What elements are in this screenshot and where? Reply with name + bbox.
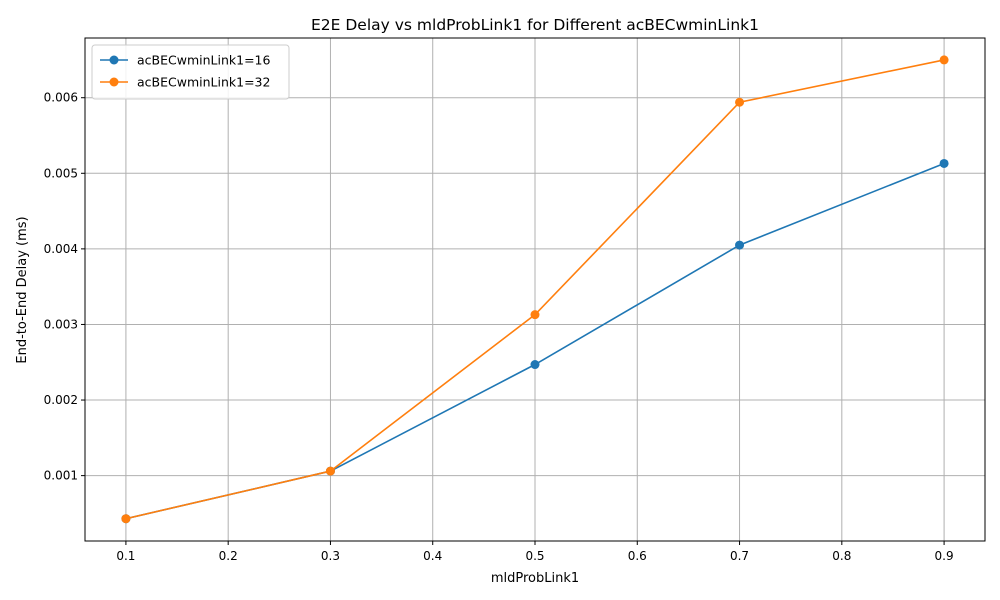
legend-box bbox=[91, 44, 290, 100]
y-tick-label: 0.004 bbox=[44, 242, 78, 256]
series-layer bbox=[121, 55, 949, 524]
y-axis-label: End-to-End Delay (ms) bbox=[15, 216, 30, 363]
x-tick-label: 0.9 bbox=[935, 549, 954, 563]
legend-item: acBECwminLink1=32 bbox=[100, 75, 270, 90]
y-tick-label: 0.005 bbox=[44, 166, 78, 180]
data-point bbox=[530, 360, 540, 370]
x-axis-label: mldProbLink1 bbox=[491, 571, 579, 586]
data-point bbox=[121, 514, 131, 524]
grid bbox=[85, 38, 985, 541]
legend-marker bbox=[109, 55, 119, 65]
x-tick-label: 0.7 bbox=[730, 549, 749, 563]
y-tick-label: 0.001 bbox=[44, 469, 78, 483]
data-point bbox=[735, 240, 745, 250]
x-tick-label: 0.1 bbox=[116, 549, 135, 563]
data-point bbox=[325, 466, 335, 476]
legend: acBECwminLink1=16 acBECwminLink1=32 bbox=[91, 44, 290, 100]
x-tick-label: 0.8 bbox=[832, 549, 851, 563]
x-tick-label: 0.4 bbox=[423, 549, 442, 563]
x-tick-label: 0.2 bbox=[219, 549, 238, 563]
x-tick-label: 0.3 bbox=[321, 549, 340, 563]
y-tick-label: 0.002 bbox=[44, 393, 78, 407]
data-point bbox=[939, 55, 949, 65]
plot-frame bbox=[84, 37, 986, 542]
legend-item: acBECwminLink1=16 bbox=[100, 53, 271, 68]
axes: 0.1 0.2 0.3 0.4 0.5 0.6 0.7 0.8 0.9 0.001 0.002 0.0… bbox=[44, 37, 986, 563]
series-2 bbox=[121, 55, 949, 524]
y-tick-label: 0.003 bbox=[44, 317, 78, 331]
x-tick-label: 0.6 bbox=[628, 549, 647, 563]
data-point bbox=[939, 158, 949, 168]
legend-marker bbox=[109, 77, 119, 87]
x-tick-label: 0.5 bbox=[525, 549, 544, 563]
legend-label: acBECwminLink1=16 bbox=[137, 53, 271, 68]
data-point bbox=[735, 97, 745, 107]
chart-title: E2E Delay vs mldProbLink1 for Different … bbox=[311, 16, 759, 34]
data-point bbox=[530, 310, 540, 320]
legend-label: acBECwminLink1=32 bbox=[137, 75, 270, 90]
y-tick-label: 0.006 bbox=[44, 91, 78, 105]
